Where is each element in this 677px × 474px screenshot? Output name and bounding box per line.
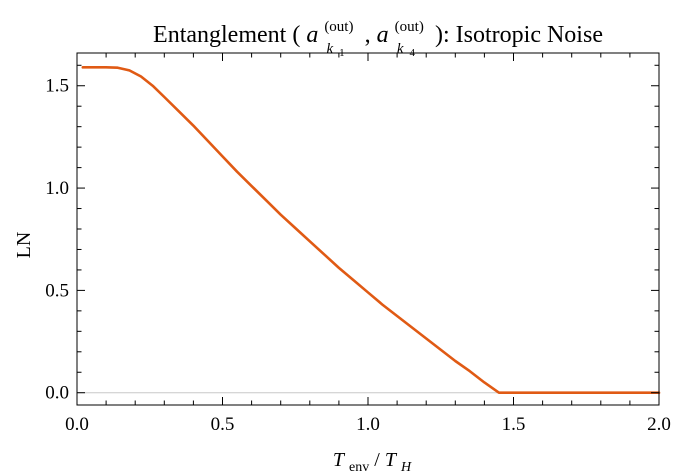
x-label-sub1: env [349,460,369,474]
title-term2-sub: k [397,41,404,57]
y-tick-label: 0.5 [45,280,69,301]
title-term2-base: a [377,22,389,48]
x-label-sub2: H [400,460,412,474]
title-term1-sup: (out) [324,19,353,35]
title-separator: , [365,22,377,48]
x-tick-label: 1.0 [356,414,380,435]
series-layer [81,66,661,395]
x-label-slash: / [374,449,380,471]
x-tick-label: 2.0 [647,414,671,435]
title-term1-sub: k [326,41,333,57]
y-tick-label: 1.0 [45,178,69,199]
title-prefix: Entanglement ( [153,22,300,48]
x-tick-label: 1.5 [502,414,526,435]
tick-label-layer: 0.0 0.5 1.0 1.5 2.0 0.0 0.5 1.0 1.5 [45,76,671,435]
series-line [81,66,661,395]
x-label-base1: T [333,449,346,471]
chart-title: Entanglement ( a (out) k 1 , a (out) k 4… [153,11,603,62]
x-tick-label: 0.0 [65,414,89,435]
title-suffix: ): Isotropic Noise [435,22,603,48]
title-term1-base: a [306,22,318,48]
x-label-base2: T [385,449,398,471]
y-tick-label: 1.5 [45,76,69,97]
title-term2-sup: (out) [395,19,424,35]
x-axis-label: T env / T H [333,449,412,474]
y-axis-label: LN [13,232,35,259]
plot-frame [76,52,660,406]
y-tick-label: 0.0 [45,383,69,404]
x-tick-label: 0.5 [211,414,235,435]
tick-layer [76,53,660,405]
